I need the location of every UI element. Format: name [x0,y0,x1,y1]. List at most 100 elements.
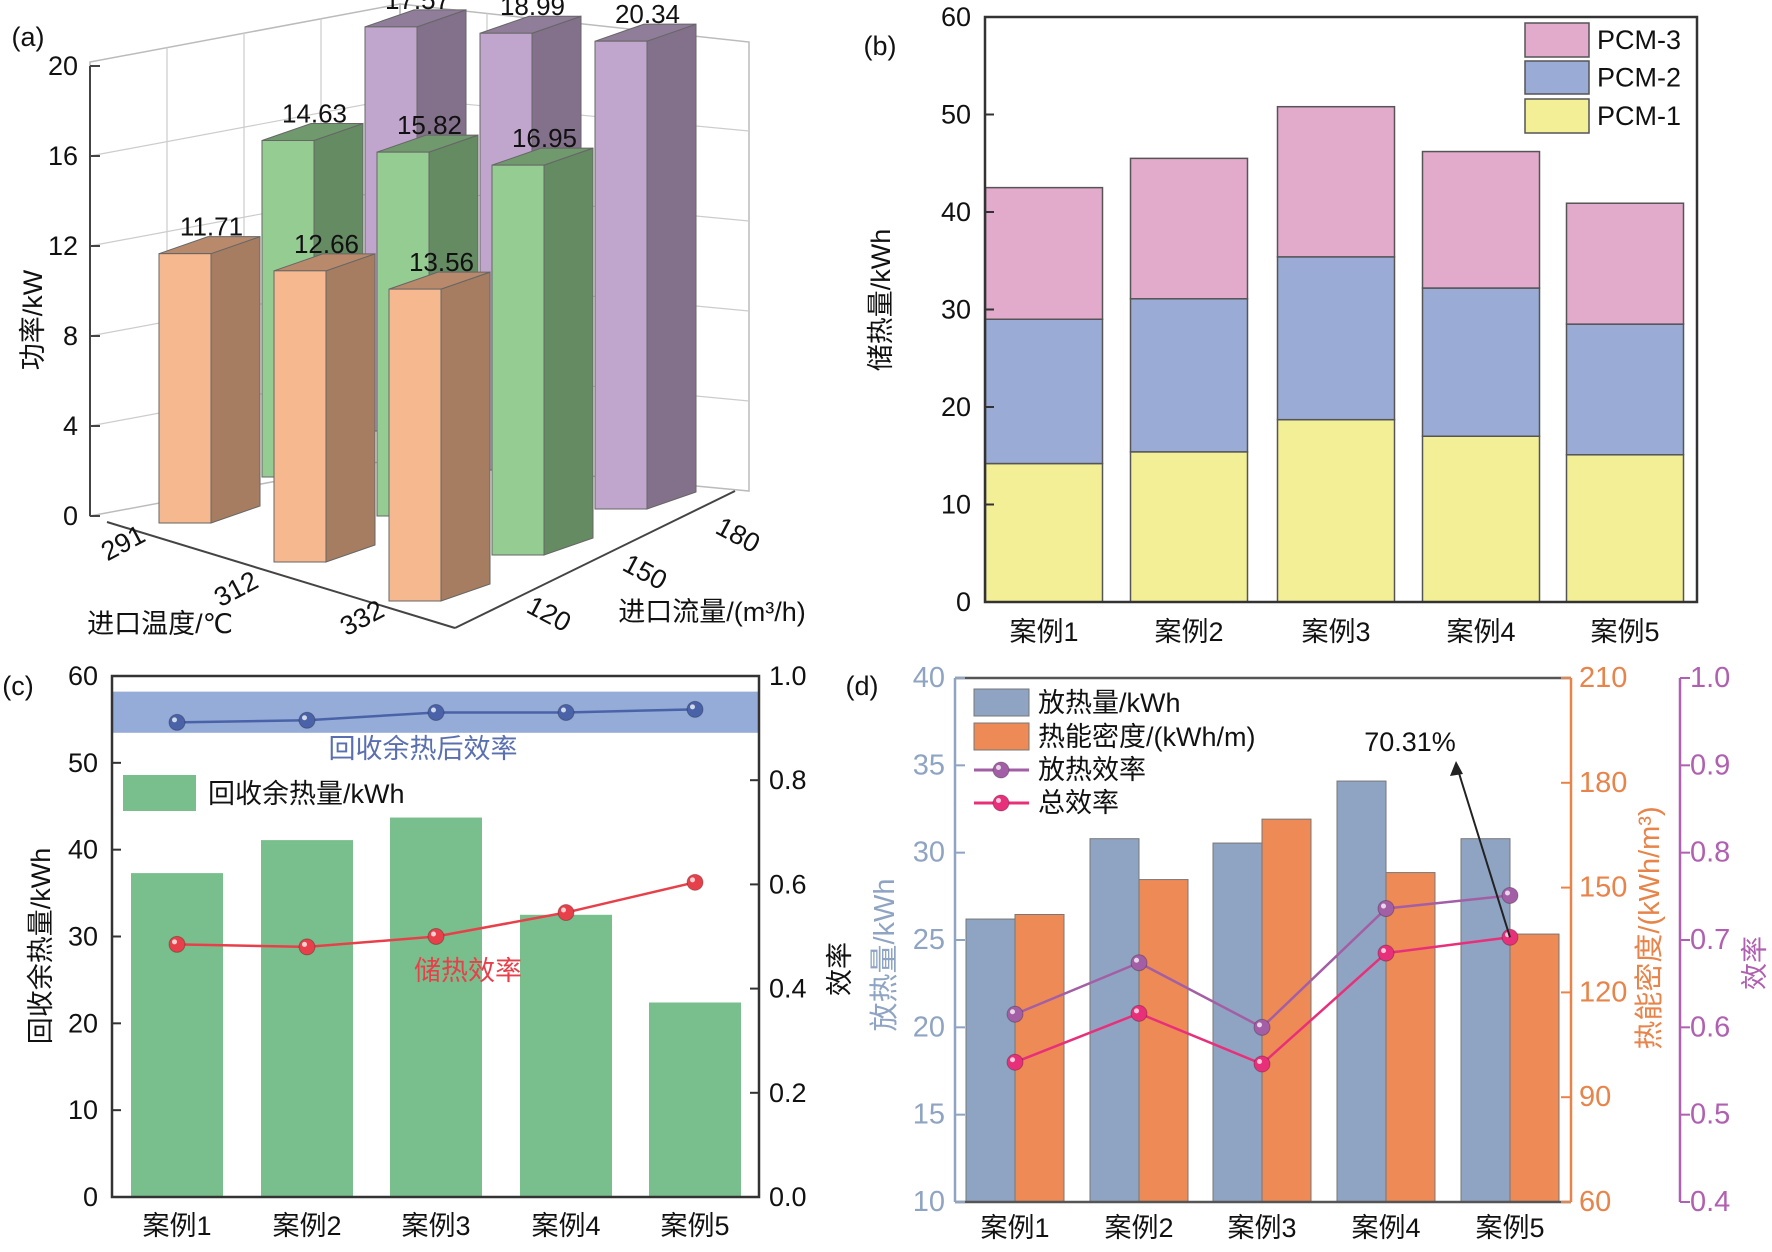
b-bar-segment [1129,451,1249,603]
d-x-tick-label: 案例5 [1475,1213,1544,1243]
d-y3-tick-label: 0.5 [1690,1099,1730,1131]
c-y2-tick-label: 0.8 [769,765,807,795]
c-x-tick-label: 案例1 [142,1211,211,1241]
b-legend-swatch [1524,98,1590,134]
b-y-tick-label: 60 [941,2,971,32]
a-bar-front [594,40,648,510]
a-flow-axis-title: 进口流量/(m³/h) [618,597,805,627]
d-y3-axis-title: 效率 [1740,936,1770,990]
d-y2-tick-label: 180 [1579,767,1627,799]
a-y-tick-label: 8 [63,321,78,351]
b-x-tick-label: 案例2 [1154,617,1223,647]
c-y2-axis-title: 效率 [825,942,855,996]
d-y2-tick-label: 120 [1579,976,1627,1008]
c-bar [649,1002,741,1197]
a-temp-axis [106,521,456,629]
d-y2-axis-title: 热能密度/(kWh/m³) [1633,806,1666,1049]
c-line-point-highlight [172,939,177,945]
b-panel-label: (b) [864,31,897,61]
c-bar [261,840,353,1197]
d-line-point [1377,900,1395,918]
d-y3-tick-label: 1.0 [1690,662,1730,694]
d-y-tick-label: 15 [913,1099,945,1131]
b-bar-segment [1565,323,1685,456]
d-bar-energy-density [1509,933,1560,1203]
c-x-tick-label: 案例2 [272,1211,341,1241]
b-bar-segment [984,462,1104,603]
d-y2-tick-label: 210 [1579,662,1627,694]
d-line-point [1006,1005,1024,1023]
d-line-point-highlight [1257,1022,1262,1028]
d-y-tick-label: 40 [913,662,945,694]
b-y-tick-label: 20 [941,392,971,422]
c-y-axis-title: 回收余热量/kWh [26,848,56,1045]
c-line-point-highlight [172,717,177,723]
d-line-point-highlight [1010,1009,1015,1015]
a-bar-value-label: 20.34 [615,0,680,29]
b-bar-segment [1276,105,1396,258]
d-legend-swatch-heat-release [973,688,1030,717]
d-y2-tick-label: 150 [1579,872,1627,904]
d-line-point-highlight [1381,948,1386,954]
a-y-tick-label: 4 [63,411,78,441]
d-y-tick-label: 35 [913,749,945,781]
c-panel-label: (c) [2,671,33,701]
a-temp-axis-title: 进口温度/℃ [87,609,233,639]
c-line-point [686,873,704,891]
d-annotation-arrow [1457,769,1511,938]
d-y-tick-label: 10 [913,1186,945,1218]
d-bar-energy-density [1385,872,1436,1203]
d-line-point [1130,954,1148,972]
d-legend-label: 总效率 [1038,788,1119,818]
d-line-point-highlight [1505,890,1510,896]
d-annotation-label: 70.31% [1364,727,1456,757]
d-line-point [1501,886,1519,904]
a-bar-value-label: 13.56 [409,247,474,277]
d-legend-label: 热能密度/(kWh/m) [1038,722,1255,752]
d-y-axis-title: 放热量/kWh [868,878,901,1031]
b-bar-segment [1565,454,1685,603]
b-legend-swatch [1524,22,1590,58]
b-x-tick-label: 案例5 [1590,617,1659,647]
a-bar-value-label: 16.95 [512,123,577,153]
c-y-tick-label: 40 [68,835,98,865]
d-line-point [1377,944,1395,962]
c-line-point [168,935,186,953]
d-y3-tick-label: 0.4 [1690,1186,1730,1218]
c-legend-swatch [123,775,196,811]
b-bar-segment [1421,150,1541,289]
b-y-tick-label: 10 [941,490,971,520]
d-line-point [1130,1004,1148,1022]
a-bar-value-label: 15.82 [397,110,462,140]
b-bar-segment [984,318,1104,465]
b-legend-label: PCM-3 [1597,25,1681,55]
a-gridline [89,97,401,157]
b-x-tick-label: 案例4 [1446,617,1515,647]
b-legend-label: PCM-2 [1597,63,1681,93]
c-y2-tick-label: 0.2 [769,1078,807,1108]
d-y-tick-label: 30 [913,837,945,869]
a-bar-front [158,253,212,524]
d-bar-energy-density [1138,879,1189,1203]
b-bar-segment [1276,418,1396,603]
a-bar-side [210,235,261,524]
c-line-point-highlight [690,877,695,883]
c-bar [131,873,223,1197]
a-flow-tick-label: 120 [522,590,576,638]
c-line-point-highlight [561,707,566,713]
c-x-tick-label: 案例3 [401,1211,470,1241]
d-line-point-highlight [1010,1057,1015,1063]
d-line-point-highlight [1134,957,1139,963]
d-legend-marker-highlight [996,798,1001,803]
a-bar-side [440,271,491,602]
c-y-tick-label: 50 [68,748,98,778]
a-y-axis-title: 功率/kW [18,269,48,370]
a-bar-side [543,147,594,556]
a-bar-value-label: 14.63 [282,99,347,129]
c-y-tick-label: 0 [83,1182,98,1212]
d-legend-marker [992,761,1010,779]
c-line-point-highlight [302,715,307,721]
a-bar-value-label: 17.57 [385,0,450,15]
a-temp-tick-label: 312 [209,565,263,613]
c-line-point [557,703,575,721]
